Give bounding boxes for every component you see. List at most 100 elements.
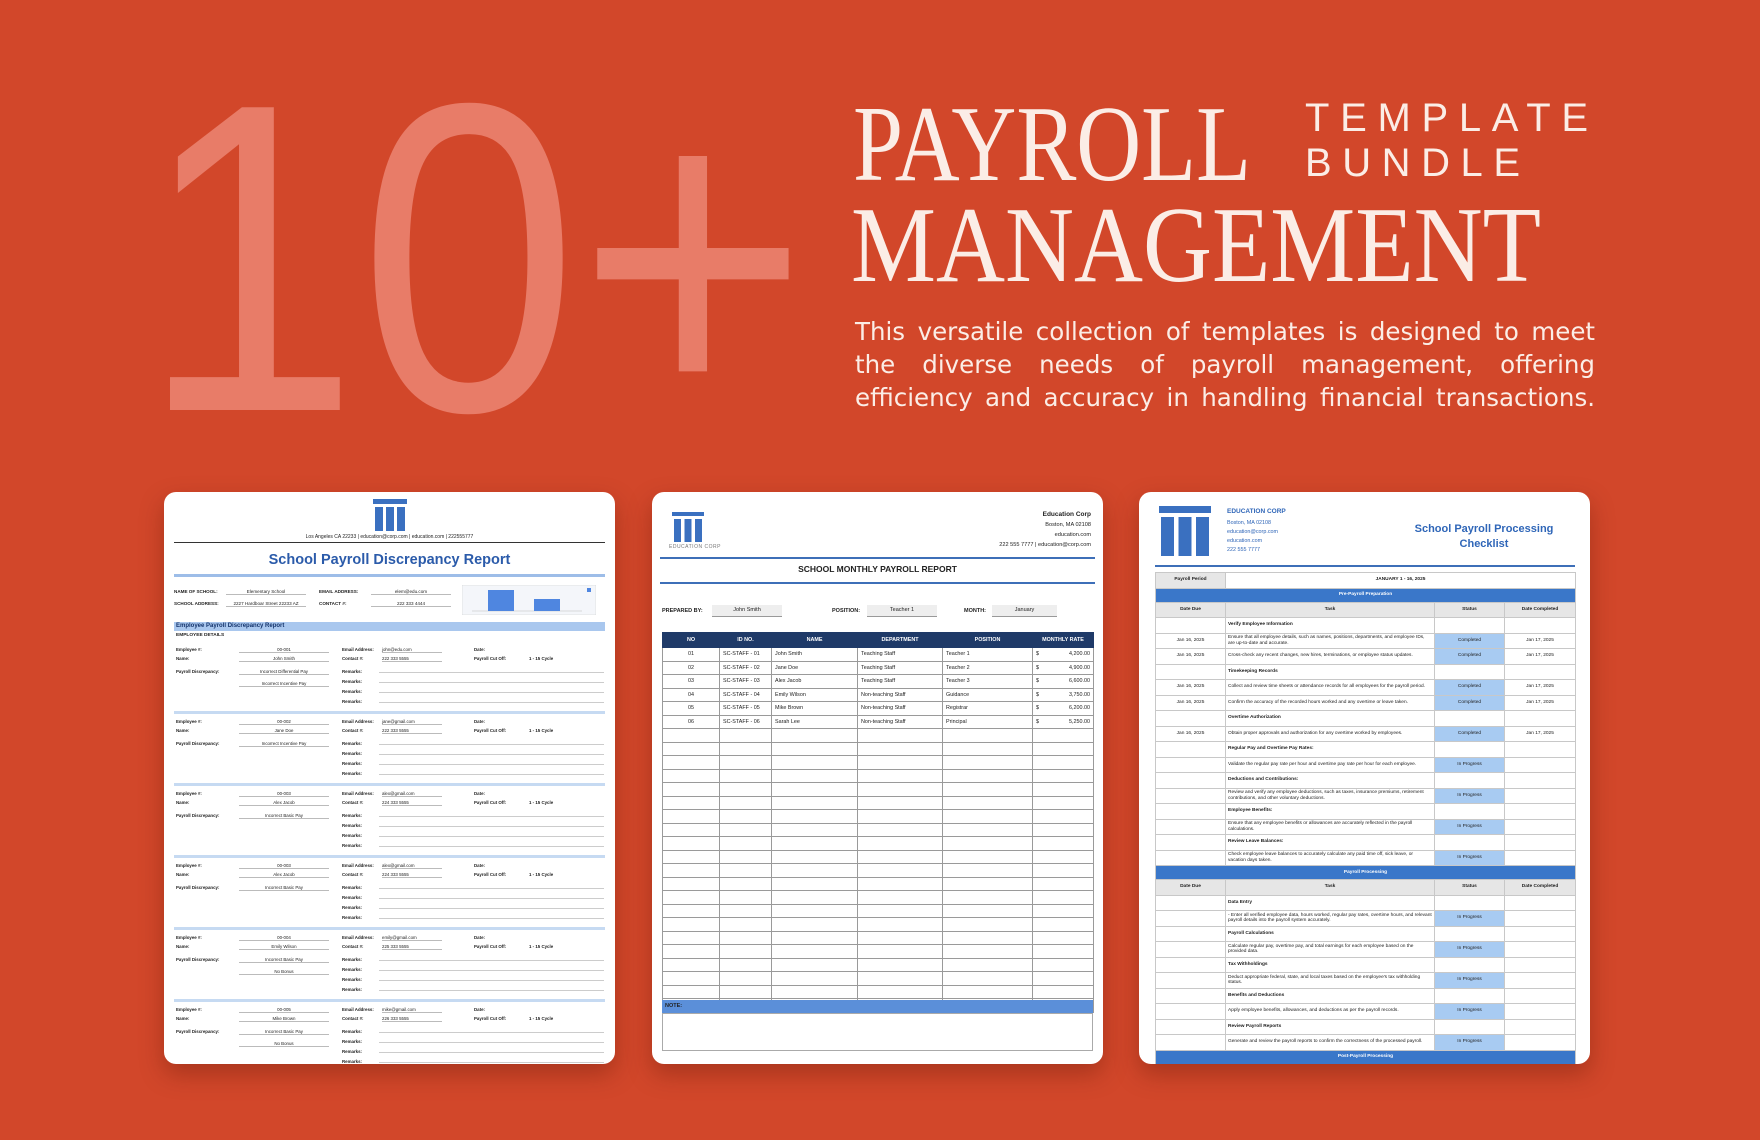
label: Contact #:	[342, 1016, 364, 1021]
hero: 10+ PAYROLL TEMPLATE BUNDLE MANAGEMENT	[140, 13, 1588, 470]
status: Completed	[1434, 648, 1505, 665]
logo	[672, 512, 704, 542]
cell	[771, 849, 858, 864]
group-heading: Overtime Authorization	[1225, 710, 1435, 727]
empty-row	[662, 755, 1094, 770]
cell: John Smith	[771, 647, 858, 662]
group-heading: Timekeeping Records	[1225, 663, 1435, 680]
group-row: Timekeeping Records	[1155, 663, 1577, 680]
due-date	[1155, 849, 1226, 866]
cell: Jane Doe	[771, 660, 858, 675]
label: Date:	[474, 791, 485, 796]
empty-row	[662, 903, 1094, 918]
section-title: Pre-Payroll Preparation	[1154, 587, 1577, 603]
group-row: Benefits and Deductions	[1155, 987, 1577, 1004]
task: Review and verify any employee deduction…	[1225, 787, 1435, 804]
cell: 02	[662, 660, 720, 675]
currency: $	[1036, 664, 1039, 671]
cell	[662, 863, 720, 878]
label: Remarks:	[342, 689, 363, 694]
label: Remarks:	[342, 905, 363, 910]
column-header: DEPARTMENT	[857, 632, 943, 648]
task-row: Validate the regular pay rate per hour a…	[1155, 756, 1577, 773]
cell: Non-teaching Staff	[857, 687, 943, 702]
due-date: Jan 16, 2025	[1155, 694, 1226, 711]
cell: $6,200.00	[1032, 701, 1094, 716]
address: Boston, MA 02108	[1227, 520, 1272, 526]
remark-line	[379, 888, 604, 889]
cell	[857, 782, 943, 797]
label: Employee #:	[176, 719, 202, 724]
label: Name:	[176, 872, 190, 877]
address: Boston, MA 02108	[1045, 522, 1091, 528]
cell	[1032, 957, 1094, 972]
label: Employee #:	[176, 791, 202, 796]
employee-block: Employee #: 00-004 Name: Emily Wilson Payrol…	[174, 930, 605, 1002]
cell	[942, 728, 1033, 743]
column-header: Date Completed	[1503, 879, 1577, 896]
cell	[771, 822, 858, 837]
cell	[662, 728, 720, 743]
group-heading: Benefits and Deductions	[1225, 987, 1435, 1004]
cell	[942, 768, 1033, 783]
cell	[662, 822, 720, 837]
column-header: Date Due	[1155, 601, 1226, 618]
cell	[1032, 782, 1094, 797]
cell	[1032, 863, 1094, 878]
cell: SC-STAFF - 02	[719, 660, 772, 675]
empty-row	[662, 728, 1094, 743]
cell	[771, 836, 858, 851]
cell	[662, 957, 720, 972]
completed-date	[1503, 818, 1577, 835]
empty-row	[662, 917, 1094, 932]
cell	[1032, 917, 1094, 932]
group-heading: Regular Pay and Overtime Pay Rates:	[1225, 741, 1435, 758]
label: Email Address:	[342, 1007, 374, 1012]
cell	[771, 741, 858, 756]
cell	[719, 849, 772, 864]
task-row: Review and verify any employee deduction…	[1155, 787, 1577, 804]
website: education.com	[1227, 538, 1263, 544]
cell: $4,900.00	[1032, 660, 1094, 675]
empty-row	[662, 971, 1094, 986]
column-header: Task	[1225, 601, 1435, 618]
remark-line	[379, 702, 604, 703]
cell	[662, 971, 720, 986]
employee-name: Alex Jacob	[239, 872, 329, 878]
discrepancy-card: Los Angeles CA 22233 | education@corp.co…	[164, 492, 615, 1064]
currency: $	[1036, 678, 1039, 685]
completed-date	[1503, 941, 1577, 958]
cell	[857, 768, 943, 783]
label: Email Address:	[342, 719, 374, 724]
label: Remarks:	[342, 771, 363, 776]
cell	[1155, 956, 1226, 973]
cell	[1503, 710, 1577, 727]
completed-date	[1503, 756, 1577, 773]
cell	[1503, 741, 1577, 758]
cell: Teacher 3	[942, 674, 1033, 689]
employee-id: 00-002	[239, 719, 329, 725]
label: Payroll Cut Off:	[474, 944, 507, 949]
due-date	[1155, 1034, 1226, 1051]
discrepancy: Incorrect Incentive Pay	[239, 681, 329, 687]
label: Remarks:	[342, 967, 363, 972]
due-date: Jan 16, 2025	[1155, 632, 1226, 649]
cell	[857, 728, 943, 743]
company: Education Corp	[1042, 511, 1091, 518]
cell	[1032, 984, 1094, 999]
cell	[1032, 728, 1094, 743]
amount: 5,250.00	[1069, 718, 1090, 725]
cell	[1434, 710, 1505, 727]
header-row: NO ID NO. NAME DEPARTMENT POSITION MONTHLY RA…	[662, 632, 1094, 648]
cell	[662, 876, 720, 891]
empty-row	[662, 809, 1094, 824]
cell	[771, 930, 858, 945]
remark-line	[379, 908, 604, 909]
remark-line	[379, 1062, 604, 1063]
cell	[1434, 803, 1505, 820]
task: Obtain proper approvals and authorizatio…	[1225, 725, 1435, 742]
group-heading: Tax Withholdings	[1225, 956, 1435, 973]
label: Payroll Cut Off:	[474, 800, 507, 805]
contact: 222 333 5555	[382, 656, 442, 662]
status: Completed	[1434, 694, 1505, 711]
